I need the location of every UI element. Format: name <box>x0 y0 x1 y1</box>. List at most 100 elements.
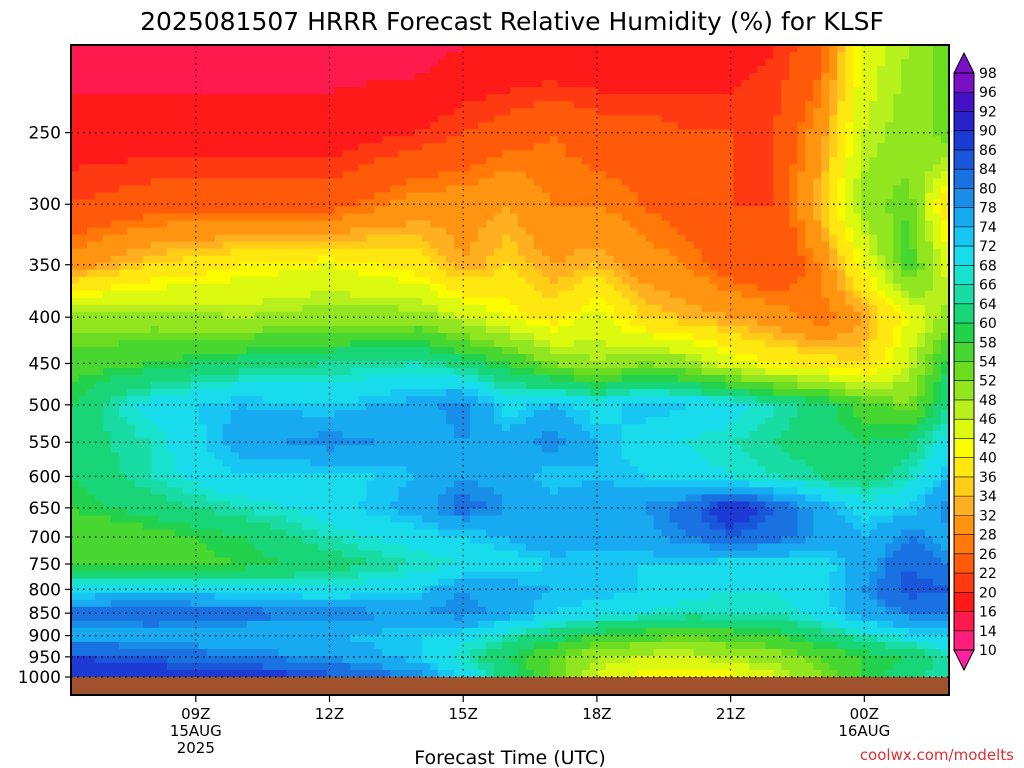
humidity-cell <box>454 171 463 180</box>
humidity-cell <box>693 101 703 109</box>
humidity-cell <box>589 269 599 278</box>
humidity-cell <box>597 66 607 74</box>
humidity-cell <box>869 59 878 67</box>
humidity-cell <box>517 325 527 334</box>
humidity-cell <box>717 171 727 180</box>
humidity-cell <box>214 52 224 60</box>
humidity-cell <box>286 122 296 130</box>
humidity-cell <box>941 192 949 201</box>
humidity-cell <box>797 213 806 222</box>
humidity-cell <box>446 115 455 123</box>
humidity-cell <box>589 87 599 95</box>
humidity-cell <box>661 178 671 187</box>
humidity-cell <box>549 108 559 116</box>
humidity-cell <box>414 206 423 215</box>
humidity-cell <box>533 346 543 355</box>
humidity-cell <box>789 171 798 180</box>
humidity-cell <box>270 241 280 250</box>
humidity-cell <box>805 108 814 116</box>
humidity-cell <box>462 213 471 222</box>
humidity-cell <box>358 332 367 341</box>
humidity-cell <box>573 353 583 362</box>
humidity-cell <box>350 122 359 130</box>
humidity-cell <box>773 94 782 102</box>
humidity-cell <box>366 241 375 250</box>
humidity-cell <box>725 192 735 201</box>
humidity-cell <box>677 213 687 222</box>
humidity-cell <box>925 241 934 250</box>
humidity-cell <box>502 157 511 165</box>
humidity-cell <box>757 185 767 194</box>
humidity-cell <box>661 255 671 264</box>
humidity-cell <box>573 199 583 208</box>
humidity-cell <box>422 311 431 320</box>
humidity-cell <box>781 241 790 250</box>
humidity-cell <box>286 227 296 236</box>
humidity-cell <box>382 318 391 327</box>
humidity-cell <box>549 199 559 208</box>
humidity-cell <box>893 262 902 271</box>
humidity-cell <box>845 115 854 123</box>
humidity-cell <box>198 346 208 355</box>
humidity-cell <box>789 262 798 271</box>
humidity-cell <box>909 297 918 306</box>
humidity-cell <box>110 199 120 208</box>
humidity-cell <box>326 45 335 53</box>
humidity-cell <box>573 66 583 74</box>
humidity-cell <box>613 325 623 334</box>
humidity-cell <box>677 108 687 116</box>
humidity-cell <box>637 283 647 292</box>
humidity-cell <box>893 66 902 74</box>
humidity-cell <box>589 143 599 151</box>
humidity-cell <box>182 304 192 313</box>
humidity-cell <box>462 206 471 215</box>
humidity-cell <box>877 227 886 236</box>
humidity-cell <box>741 157 751 165</box>
humidity-cell <box>565 192 575 201</box>
humidity-cell <box>446 234 455 243</box>
humidity-cell <box>510 297 519 306</box>
humidity-cell <box>621 164 631 172</box>
humidity-cell <box>326 178 335 187</box>
humidity-cell <box>446 94 455 102</box>
humidity-cell <box>86 220 96 229</box>
humidity-cell <box>102 171 112 180</box>
humidity-cell <box>925 346 934 355</box>
humidity-cell <box>326 311 335 320</box>
humidity-cell <box>637 45 647 53</box>
humidity-cell <box>374 59 383 67</box>
humidity-cell <box>126 73 136 81</box>
humidity-cell <box>717 346 727 355</box>
humidity-cell <box>693 339 703 348</box>
humidity-cell <box>805 45 814 53</box>
humidity-cell <box>278 290 288 299</box>
humidity-cell <box>110 361 120 369</box>
humidity-cell <box>158 304 168 313</box>
humidity-cell <box>557 297 567 306</box>
humidity-cell <box>685 304 695 313</box>
humidity-cell <box>869 318 878 327</box>
humidity-cell <box>366 52 375 60</box>
humidity-cell <box>861 206 870 215</box>
humidity-cell <box>797 283 806 292</box>
humidity-cell <box>486 206 495 215</box>
humidity-cell <box>933 164 942 172</box>
humidity-cell <box>230 66 240 74</box>
humidity-cell <box>118 164 128 172</box>
humidity-cell <box>374 220 383 229</box>
humidity-cell <box>278 150 288 158</box>
humidity-cell <box>613 234 623 243</box>
humidity-cell <box>182 122 192 130</box>
humidity-cell <box>422 101 431 109</box>
humidity-cell <box>773 87 782 95</box>
humidity-cell <box>741 87 751 95</box>
humidity-cell <box>845 234 854 243</box>
humidity-cell <box>438 157 447 165</box>
humidity-cell <box>262 66 272 74</box>
humidity-cell <box>869 220 878 229</box>
humidity-cell <box>941 73 949 81</box>
humidity-cell <box>510 87 519 95</box>
humidity-cell <box>709 255 719 264</box>
humidity-cell <box>549 318 559 327</box>
humidity-cell <box>110 206 120 215</box>
